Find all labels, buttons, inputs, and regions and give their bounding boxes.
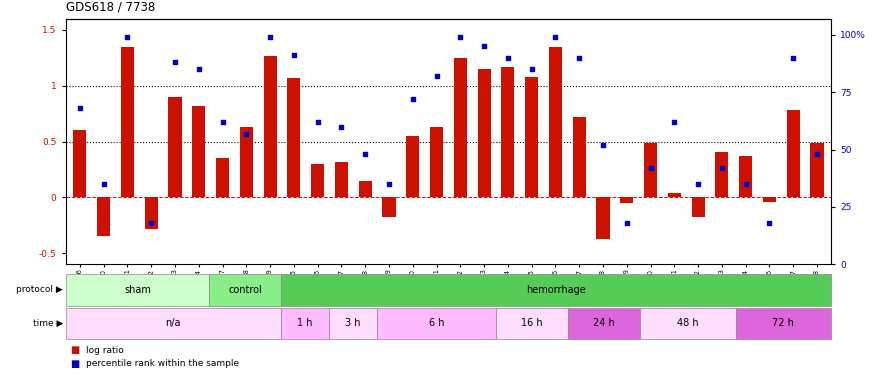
Bar [287, 78, 300, 197]
Point [691, 181, 705, 187]
Text: time ▶: time ▶ [32, 319, 63, 328]
Text: control: control [228, 285, 262, 295]
Text: 24 h: 24 h [593, 318, 615, 328]
Bar [240, 127, 253, 197]
Bar [478, 69, 491, 197]
Point [549, 34, 563, 40]
Point [620, 220, 634, 226]
Point [240, 130, 254, 136]
Bar [312, 164, 325, 197]
Bar [810, 142, 823, 197]
Point [715, 165, 729, 171]
Bar [66, 274, 209, 306]
Bar [430, 127, 443, 197]
Bar [121, 46, 134, 197]
Text: 72 h: 72 h [773, 318, 794, 328]
Point [168, 59, 182, 65]
Text: 1 h: 1 h [298, 318, 312, 328]
Bar [736, 308, 831, 339]
Point [572, 55, 586, 61]
Bar [376, 308, 496, 339]
Bar [572, 117, 585, 197]
Point [192, 66, 206, 72]
Text: n/a: n/a [165, 318, 181, 328]
Point [810, 151, 824, 157]
Bar [787, 110, 800, 197]
Point [311, 119, 325, 125]
Text: ■: ■ [70, 345, 80, 355]
Point [144, 220, 158, 226]
Text: 16 h: 16 h [522, 318, 543, 328]
Point [738, 181, 752, 187]
Bar [568, 308, 640, 339]
Text: hemorrhage: hemorrhage [526, 285, 586, 295]
Bar [66, 308, 281, 339]
Bar [691, 197, 704, 217]
Bar [549, 46, 562, 197]
Bar [144, 197, 158, 229]
Bar [739, 156, 752, 197]
Bar [169, 97, 181, 197]
Text: 3 h: 3 h [345, 318, 360, 328]
Text: 6 h: 6 h [429, 318, 444, 328]
Text: ■: ■ [70, 359, 80, 369]
Bar [525, 77, 538, 197]
Bar [668, 193, 681, 197]
Bar [597, 197, 610, 239]
Point [382, 181, 396, 187]
Bar [263, 56, 276, 197]
Bar [335, 162, 348, 197]
Point [263, 34, 277, 40]
Bar [406, 136, 419, 197]
Bar [620, 197, 634, 203]
Bar [496, 308, 568, 339]
Point [500, 55, 514, 61]
Bar [359, 181, 372, 197]
Bar [382, 197, 396, 217]
Bar [74, 130, 87, 197]
Text: protocol ▶: protocol ▶ [17, 285, 63, 294]
Text: log ratio: log ratio [86, 346, 123, 355]
Text: sham: sham [124, 285, 150, 295]
Point [358, 151, 372, 157]
Bar [192, 106, 206, 197]
Point [121, 34, 135, 40]
Bar [97, 197, 110, 237]
Bar [281, 308, 329, 339]
Text: 48 h: 48 h [677, 318, 698, 328]
Point [215, 119, 229, 125]
Point [96, 181, 110, 187]
Bar [216, 158, 229, 197]
Text: percentile rank within the sample: percentile rank within the sample [86, 359, 239, 368]
Bar [501, 67, 514, 197]
Bar [716, 152, 728, 197]
Point [787, 55, 801, 61]
Bar [454, 58, 467, 197]
Bar [281, 274, 831, 306]
Point [430, 73, 444, 79]
Point [668, 119, 682, 125]
Point [596, 142, 610, 148]
Point [525, 66, 539, 72]
Bar [763, 197, 776, 202]
Point [406, 96, 420, 102]
Point [287, 53, 301, 58]
Point [334, 124, 348, 130]
Bar [640, 308, 736, 339]
Point [453, 34, 467, 40]
Bar [209, 274, 281, 306]
Bar [644, 142, 657, 197]
Bar [329, 308, 376, 339]
Point [643, 165, 657, 171]
Point [762, 220, 776, 226]
Text: GDS618 / 7738: GDS618 / 7738 [66, 0, 155, 13]
Point [73, 105, 87, 111]
Point [477, 43, 491, 49]
